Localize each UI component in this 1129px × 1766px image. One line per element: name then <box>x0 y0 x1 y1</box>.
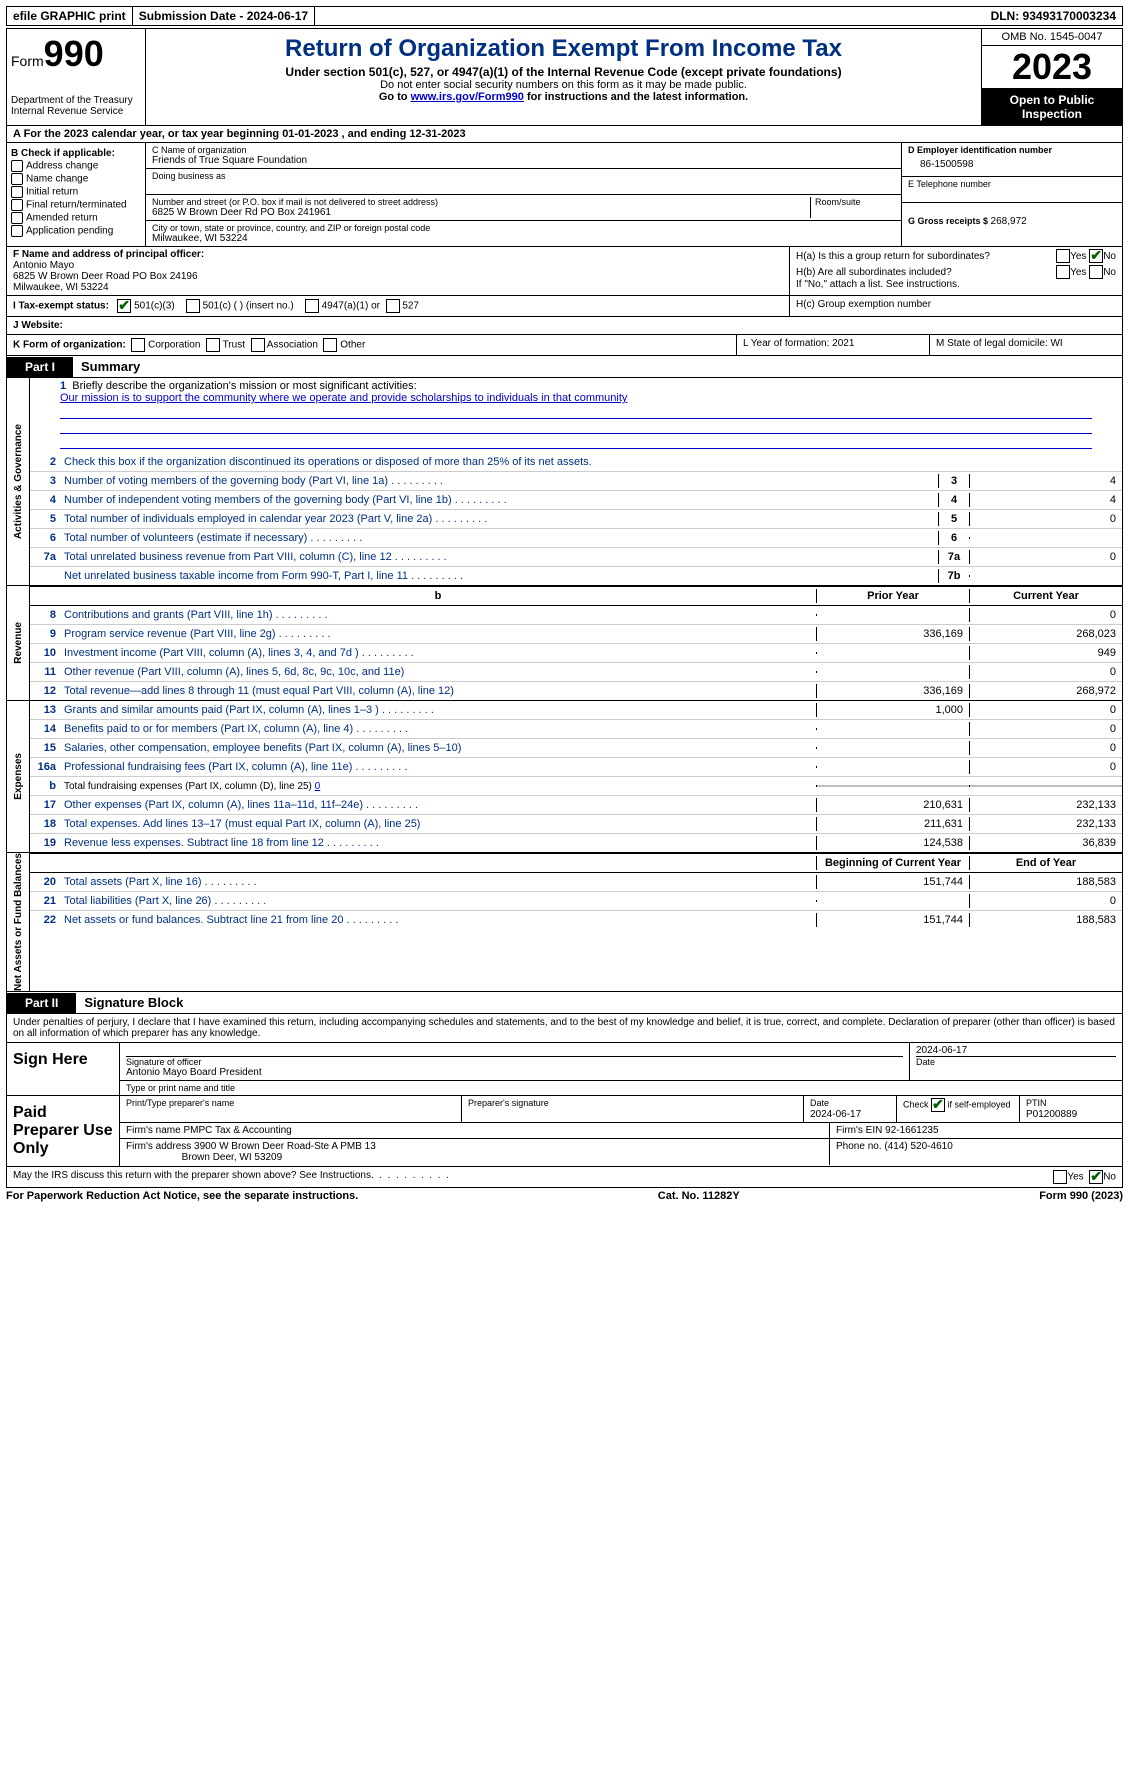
v5: 0 <box>969 512 1122 526</box>
officer-city: Milwaukee, WI 53224 <box>13 282 783 293</box>
officer-addr: 6825 W Brown Deer Road PO Box 24196 <box>13 271 783 282</box>
section-governance: Activities & Governance 1 Briefly descri… <box>6 378 1123 586</box>
corp-check[interactable] <box>131 338 145 352</box>
form-header: Form990 Department of the Treasury Inter… <box>6 28 1123 126</box>
state-domicile: M State of legal domicile: WI <box>929 335 1122 355</box>
501c3-check[interactable] <box>117 299 131 313</box>
form-title: Return of Organization Exempt From Incom… <box>154 35 973 63</box>
hb-yes[interactable] <box>1056 265 1070 279</box>
section-net-assets: Net Assets or Fund Balances Beginning of… <box>6 853 1123 992</box>
firm-addr: 3900 W Brown Deer Road-Ste A PMB 13 <box>194 1141 376 1152</box>
open-to-public: Open to Public Inspection <box>982 89 1122 125</box>
sign-here: Sign Here Signature of officer Antonio M… <box>6 1043 1123 1096</box>
checkbox-name-change[interactable] <box>11 173 23 185</box>
self-employed-check[interactable] <box>931 1098 945 1112</box>
paid-preparer: Paid Preparer Use Only Print/Type prepar… <box>6 1096 1123 1167</box>
firm-name: PMPC Tax & Accounting <box>183 1125 291 1136</box>
row-i: I Tax-exempt status: 501(c)(3) 501(c) ( … <box>6 296 1123 317</box>
checkbox-final-return[interactable] <box>11 199 23 211</box>
ptin: P01200889 <box>1026 1109 1077 1120</box>
trust-check[interactable] <box>206 338 220 352</box>
ein: 86-1500598 <box>908 155 1116 174</box>
year-formation: L Year of formation: 2021 <box>736 335 929 355</box>
form-number: Form990 <box>11 33 141 75</box>
declaration: Under penalties of perjury, I declare th… <box>6 1014 1123 1043</box>
org-address: 6825 W Brown Deer Rd PO Box 241961 <box>152 207 810 218</box>
row-a-tax-year: A For the 2023 calendar year, or tax yea… <box>6 126 1123 143</box>
checkbox-amended[interactable] <box>11 212 23 224</box>
prep-date: 2024-06-17 <box>810 1109 861 1120</box>
checkbox-app-pending[interactable] <box>11 225 23 237</box>
part-1-header: Part I Summary <box>6 356 1123 378</box>
ha-no[interactable] <box>1089 249 1103 263</box>
row-f-h: F Name and address of principal officer:… <box>6 247 1123 296</box>
checkbox-address-change[interactable] <box>11 160 23 172</box>
gross-receipts: 268,972 <box>991 216 1027 227</box>
v4: 4 <box>969 493 1122 507</box>
mission-text: Our mission is to support the community … <box>60 392 627 404</box>
firm-city: Brown Deer, WI 53209 <box>182 1152 283 1163</box>
department: Department of the Treasury Internal Reve… <box>11 95 141 117</box>
firm-phone: (414) 520-4610 <box>884 1141 952 1152</box>
col-d: D Employer identification number 86-1500… <box>902 143 1122 246</box>
row-j: J Website: <box>6 317 1123 335</box>
may-discuss: May the IRS discuss this return with the… <box>6 1167 1123 1188</box>
efile-label: efile GRAPHIC print <box>7 7 133 25</box>
officer-name: Antonio Mayo <box>13 260 783 271</box>
v6 <box>969 537 1122 539</box>
4947-check[interactable] <box>305 299 319 313</box>
omb-number: OMB No. 1545-0047 <box>982 29 1122 46</box>
other-check[interactable] <box>323 338 337 352</box>
assoc-check[interactable] <box>251 338 265 352</box>
col-c: C Name of organization Friends of True S… <box>146 143 902 246</box>
v3: 4 <box>969 474 1122 488</box>
page-footer: For Paperwork Reduction Act Notice, see … <box>6 1190 1123 1202</box>
checkbox-initial-return[interactable] <box>11 186 23 198</box>
dln: DLN: 93493170003234 <box>985 7 1122 25</box>
section-revenue: Revenue bPrior YearCurrent Year 8Contrib… <box>6 586 1123 701</box>
part-2-header: Part II Signature Block <box>6 992 1123 1014</box>
may-no[interactable] <box>1089 1170 1103 1184</box>
ha-yes[interactable] <box>1056 249 1070 263</box>
subtitle-2: Do not enter social security numbers on … <box>154 79 973 91</box>
org-name: Friends of True Square Foundation <box>152 155 895 166</box>
col-b-checkboxes: B Check if applicable: Address change Na… <box>7 143 146 246</box>
may-yes[interactable] <box>1053 1170 1067 1184</box>
firm-ein: 92-1661235 <box>885 1125 938 1136</box>
501c-check[interactable] <box>186 299 200 313</box>
top-bar: efile GRAPHIC print Submission Date - 20… <box>6 6 1123 26</box>
subtitle-3: Go to www.irs.gov/Form990 for instructio… <box>154 91 973 103</box>
527-check[interactable] <box>386 299 400 313</box>
hb-no[interactable] <box>1089 265 1103 279</box>
row-k: K Form of organization: Corporation Trus… <box>6 335 1123 356</box>
irs-link[interactable]: www.irs.gov/Form990 <box>411 91 524 103</box>
org-city: Milwaukee, WI 53224 <box>152 233 895 244</box>
section-expenses: Expenses 13Grants and similar amounts pa… <box>6 701 1123 853</box>
sign-date: 2024-06-17 <box>916 1045 1116 1056</box>
submission-date: Submission Date - 2024-06-17 <box>133 7 315 25</box>
tax-year: 2023 <box>982 46 1122 89</box>
entity-block: B Check if applicable: Address change Na… <box>6 143 1123 247</box>
officer-signature: Antonio Mayo Board President <box>126 1067 903 1078</box>
v7a: 0 <box>969 550 1122 564</box>
v7b <box>969 575 1122 577</box>
subtitle-1: Under section 501(c), 527, or 4947(a)(1)… <box>154 65 973 79</box>
